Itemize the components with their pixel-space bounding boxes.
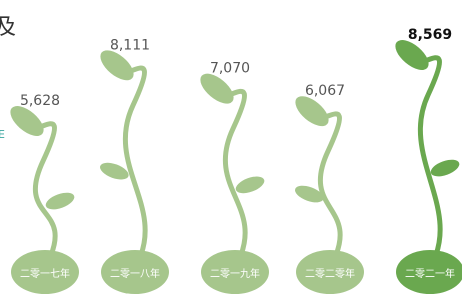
- sprout-leaf: [98, 159, 131, 182]
- sprout-stem: [223, 91, 245, 262]
- sprout-leaf: [234, 173, 267, 196]
- sprout-stem: [418, 58, 440, 262]
- category-label: 二零二一年: [405, 267, 455, 280]
- page: 及 E 二零一七年 5,628 二零一八年 8,111 二零一九年 7,070 二零二零年 6…: [0, 0, 462, 307]
- sprout-leaf: [44, 189, 77, 212]
- chart: 及 E 二零一七年 5,628 二零一八年 8,111 二零一九年 7,070 二零二零年 6…: [0, 0, 462, 307]
- category-label: 二零二零年: [305, 267, 355, 280]
- chart-title: 及: [0, 15, 16, 40]
- category-label: 二零一九年: [210, 267, 260, 280]
- value-label: 7,070: [210, 61, 250, 77]
- sprout-stem: [318, 114, 340, 262]
- value-label: 6,067: [305, 83, 345, 99]
- category-label: 二零一八年: [110, 267, 160, 280]
- sprout-stem: [123, 68, 145, 262]
- value-label: 8,569: [408, 27, 452, 43]
- value-label: 8,111: [110, 37, 150, 53]
- sprout-stem: [33, 124, 55, 262]
- annotation: E: [0, 128, 5, 141]
- value-label: 5,628: [20, 93, 60, 109]
- sprout-leaf: [429, 156, 462, 179]
- category-label: 二零一七年: [20, 267, 70, 280]
